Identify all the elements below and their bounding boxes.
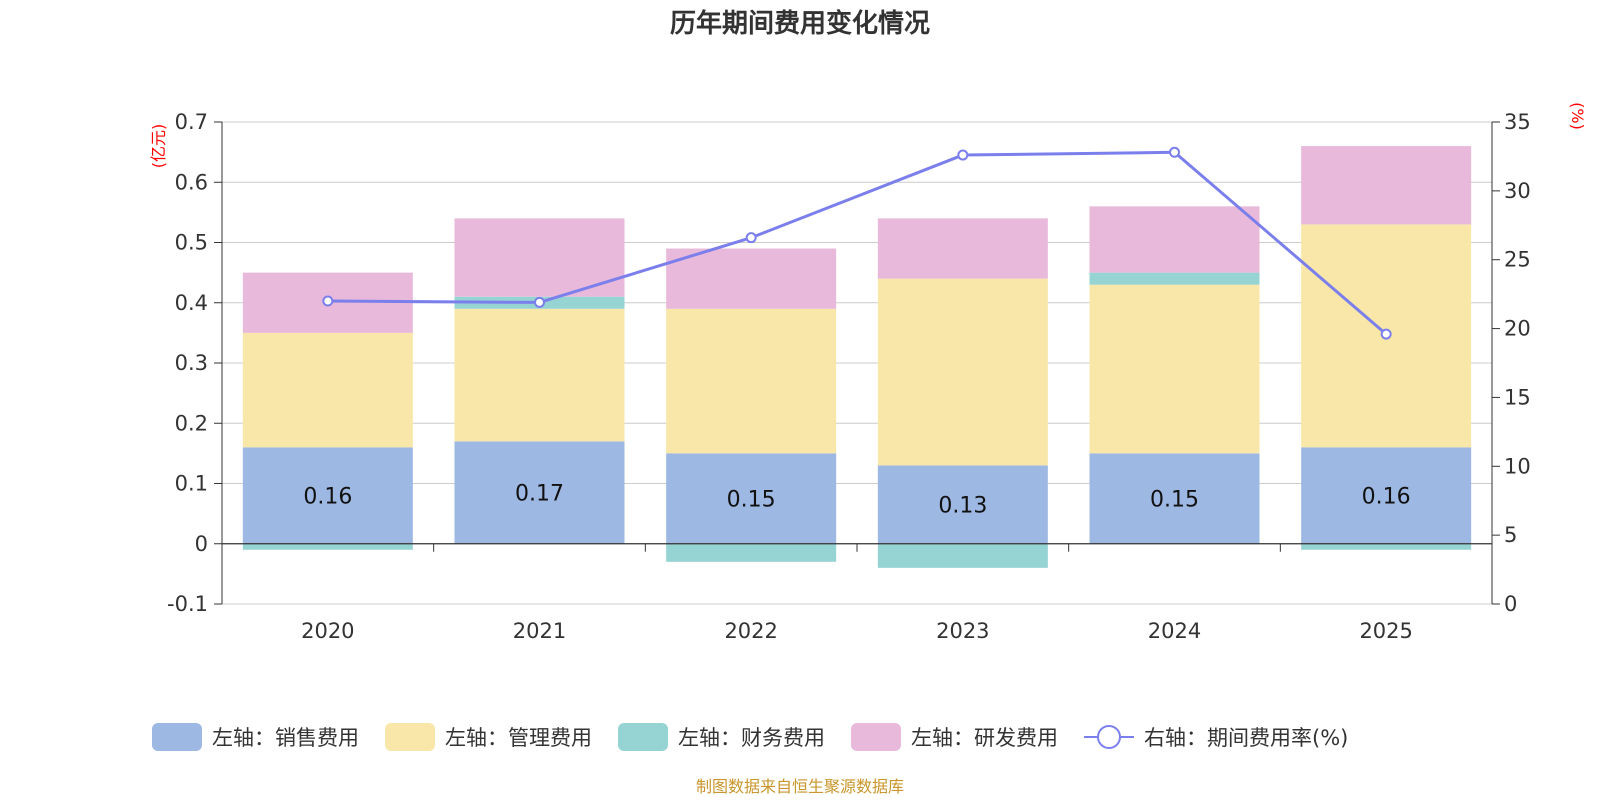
rate-point xyxy=(1380,328,1392,340)
rate-line xyxy=(322,146,1392,340)
bar-segment-4 xyxy=(666,248,837,309)
right-axis-tick-label: 5 xyxy=(1504,523,1517,547)
bar-segment-2 xyxy=(1089,284,1260,454)
bar-segment-2 xyxy=(877,278,1048,466)
x-axis-tick-label: 2024 xyxy=(1148,619,1201,643)
x-axis-tick-label: 2022 xyxy=(724,619,777,643)
left-axis-unit: (亿元) xyxy=(149,124,168,169)
bar-segment-1 xyxy=(242,447,413,544)
legend-swatch xyxy=(152,723,202,751)
legend-swatch xyxy=(851,723,901,751)
legend-item-label[interactable]: 左轴：管理费用 xyxy=(445,726,592,750)
x-axis-tick-label: 2020 xyxy=(301,619,354,643)
right-axis-tick-label: 15 xyxy=(1504,385,1531,409)
bar-value-label: 0.17 xyxy=(515,482,564,507)
x-axis-tick-label: 2025 xyxy=(1359,619,1412,643)
bar-value-label: 0.15 xyxy=(727,488,776,513)
legend: 左轴：销售费用 左轴：管理费用 左轴：财务费用 左轴：研发费用 右轴：期间费用率(%) xyxy=(152,723,1348,751)
bar-segment-2 xyxy=(454,308,625,442)
right-axis-tick-label: 10 xyxy=(1504,454,1531,478)
bar-segment-3 xyxy=(666,543,837,562)
left-axis-tick-label: 0.5 xyxy=(175,231,208,255)
bar-segment-4 xyxy=(1301,146,1472,225)
chart-title: 历年期间费用变化情况 xyxy=(670,8,930,39)
rate-point xyxy=(322,295,334,307)
bar-segment-4 xyxy=(1089,206,1260,273)
bar-segment-3 xyxy=(1089,272,1260,285)
bar-segment-3 xyxy=(877,543,1048,568)
bar-value-label: 0.15 xyxy=(1150,488,1199,513)
x-axis-tick-label: 2023 xyxy=(936,619,989,643)
left-axis-tick-label: 0 xyxy=(195,532,208,556)
legend-swatch xyxy=(618,723,668,751)
source-note: 制图数据来自恒生聚源数据库 xyxy=(696,777,904,796)
bar-value-labels: 0.16 0.17 0.15 0.13 0.15 0.16 xyxy=(303,482,1410,519)
legend-swatch xyxy=(385,723,435,751)
legend-item-label[interactable]: 左轴：财务费用 xyxy=(678,726,825,750)
left-axis-tick-label: 0.2 xyxy=(175,411,208,435)
rate-line-path xyxy=(327,150,1388,336)
rate-point xyxy=(957,149,969,161)
right-axis-unit: (%) xyxy=(1568,102,1587,130)
bar-segment-4 xyxy=(877,218,1048,279)
legend-item-label[interactable]: 左轴：销售费用 xyxy=(212,726,359,750)
left-axis-tick-label: 0.6 xyxy=(175,170,208,194)
bars xyxy=(242,146,1472,568)
rate-point xyxy=(745,232,757,244)
right-axis-tick-label: 35 xyxy=(1504,110,1531,134)
rate-point xyxy=(534,296,545,308)
right-axis-tick-label: 0 xyxy=(1504,592,1517,616)
left-axis-tick-label: 0.4 xyxy=(175,291,208,315)
left-axis-tick-label: 0.1 xyxy=(175,472,208,496)
right-axis-tick-label: 30 xyxy=(1504,179,1531,203)
right-axis-tick-label: 25 xyxy=(1504,248,1531,272)
bar-segment-3 xyxy=(1301,543,1472,550)
bar-segment-1 xyxy=(877,465,1048,544)
bar-value-label: 0.16 xyxy=(1362,485,1411,510)
rate-point xyxy=(1169,146,1180,158)
bar-segment-2 xyxy=(666,308,837,454)
bar-segment-1 xyxy=(1089,453,1260,544)
bar-value-label: 0.13 xyxy=(938,494,987,519)
bar-value-label: 0.16 xyxy=(303,485,352,510)
legend-item-label[interactable]: 右轴：期间费用率(%) xyxy=(1144,726,1348,750)
bar-segment-3 xyxy=(242,543,413,550)
x-axis-tick-label: 2021 xyxy=(513,619,566,643)
left-axis-tick-label: 0.3 xyxy=(175,351,208,375)
axes: -0.100.10.20.30.40.50.60.705101520253035… xyxy=(167,110,1531,643)
left-axis-tick-label: -0.1 xyxy=(167,592,208,616)
left-axis-tick-label: 0.7 xyxy=(175,110,208,134)
legend-marker-icon xyxy=(1097,725,1121,749)
bar-segment-1 xyxy=(454,441,625,544)
bar-segment-1 xyxy=(666,453,837,544)
bar-segment-2 xyxy=(242,332,413,448)
legend-item-label[interactable]: 左轴：研发费用 xyxy=(911,726,1058,750)
bar-segment-1 xyxy=(1301,447,1472,544)
right-axis-tick-label: 20 xyxy=(1504,317,1531,341)
